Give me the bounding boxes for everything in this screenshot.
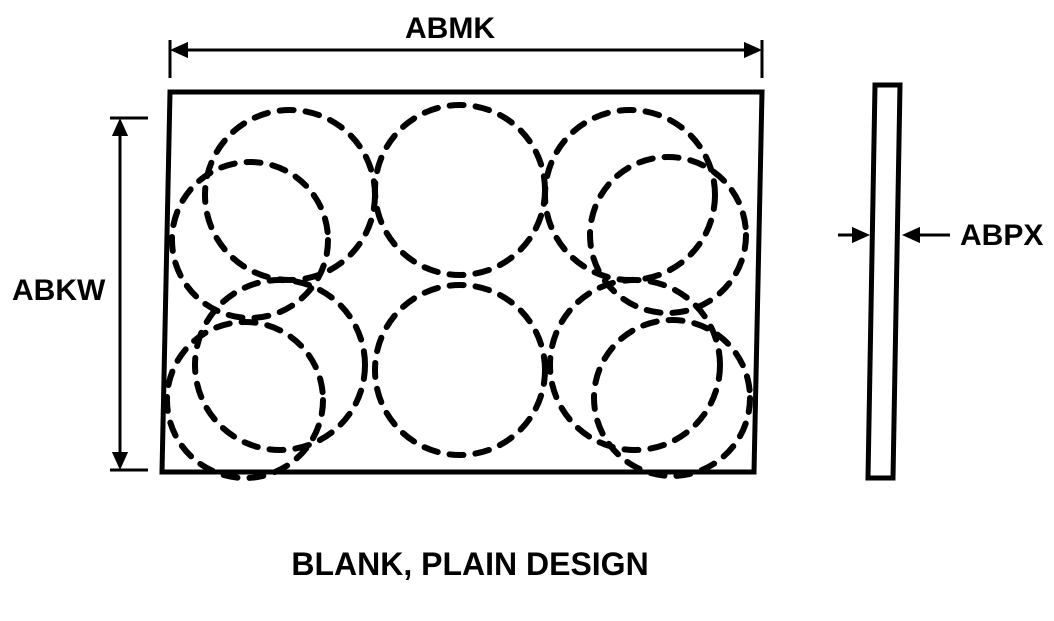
plate-side [868, 85, 900, 478]
label-abkw: ABKW [12, 274, 106, 307]
label-abmk: ABMK [405, 12, 495, 45]
label-abpx: ABPX [960, 219, 1043, 252]
caption: BLANK, PLAIN DESIGN [291, 546, 648, 582]
